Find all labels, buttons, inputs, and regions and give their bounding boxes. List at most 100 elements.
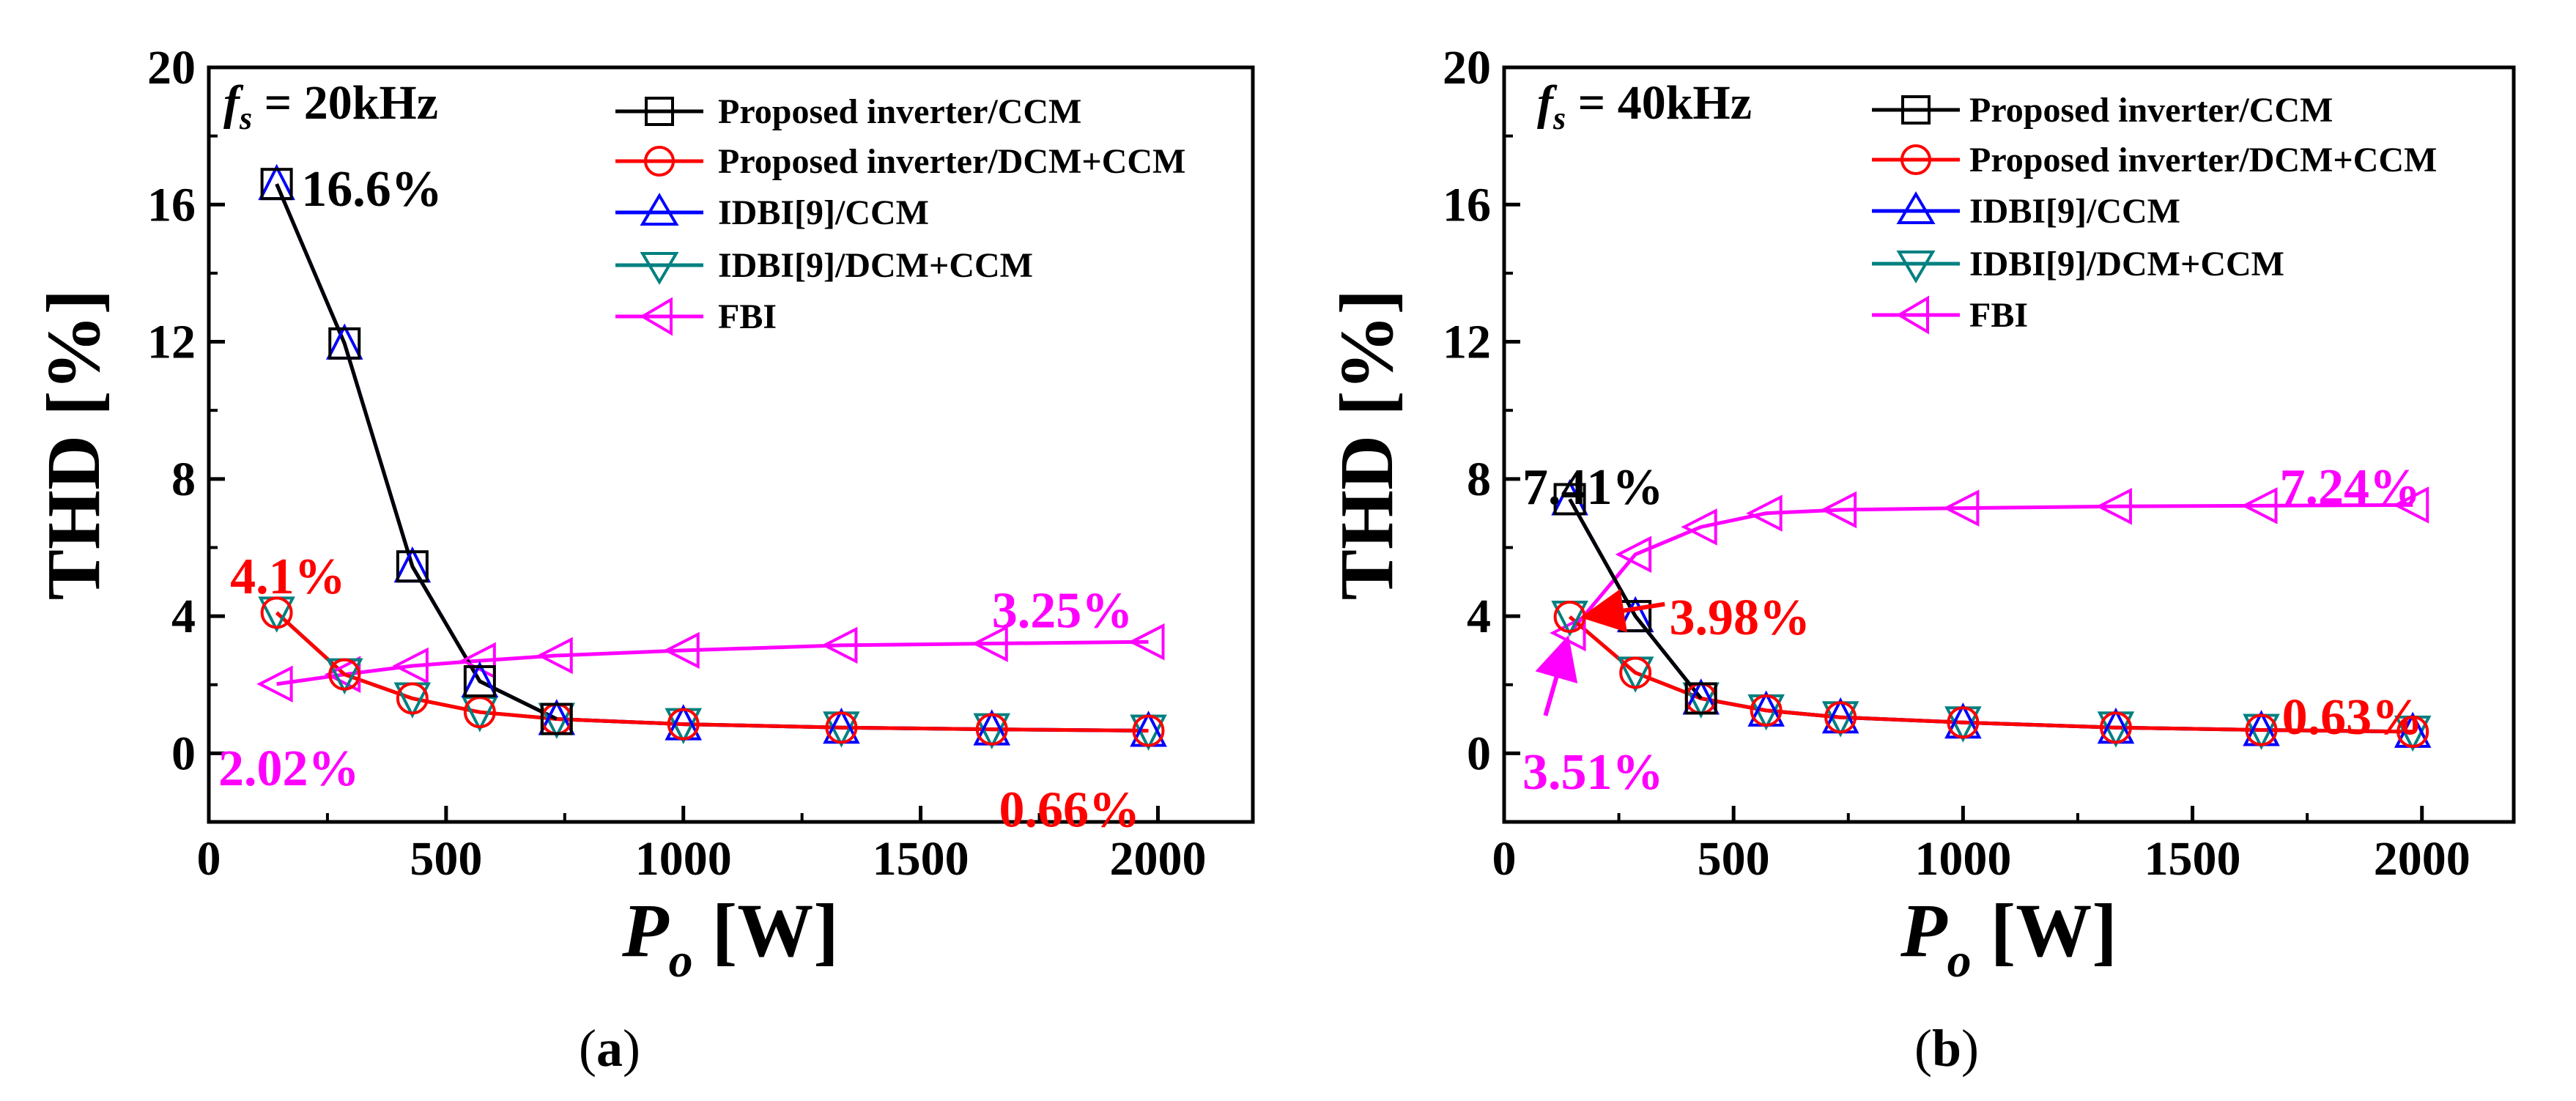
- y-tick-label: 4: [1467, 590, 1491, 643]
- legend-label: Proposed inverter/CCM: [1969, 91, 2333, 130]
- caption-close: ): [623, 1019, 640, 1078]
- legend-label: Proposed inverter/DCM+CCM: [1969, 141, 2437, 179]
- fs-subscript: s: [1552, 100, 1566, 136]
- legend-marker-circle: [644, 146, 675, 177]
- y-tick-label: 8: [1467, 453, 1491, 506]
- ticks-b: [1502, 65, 2424, 822]
- x-axis-subscript: o: [669, 934, 693, 987]
- data-point-square: [1553, 483, 1586, 516]
- x-axis-unit: [W]: [693, 889, 839, 973]
- annotations-a: 16.6% 4.1% 3.25% 2.02% 0.66%: [218, 161, 1140, 838]
- legend-marker-triangle-left: [640, 297, 673, 336]
- panel-b: 0 4 8 12 16 20 0 500 1000 1500 2000 THD …: [1325, 41, 2516, 1078]
- series-layer-b: [1550, 479, 2432, 752]
- annotation-label: 3.51%: [1522, 744, 1664, 801]
- panel-a: 0 4 8 12 16 20 0 500 1000 1500 2000 THD …: [32, 41, 1255, 1078]
- data-point-circle: [396, 682, 429, 715]
- legend-label: Proposed inverter/DCM+CCM: [718, 142, 1185, 181]
- data-point-triangle-left: [971, 625, 1008, 662]
- caption-close: ): [1961, 1019, 1979, 1078]
- data-point-circle: [2397, 715, 2429, 748]
- x-tick-label: 1000: [1914, 832, 2011, 886]
- data-point-circle: [260, 596, 293, 629]
- x-axis-symbol: P: [621, 889, 670, 973]
- series-line: [1568, 615, 2413, 734]
- annotation-label: 16.6%: [301, 161, 443, 218]
- fs-value: = 20kHz: [252, 76, 438, 130]
- plot-frame-a: [207, 65, 1255, 824]
- series-layer-a: [256, 163, 1167, 751]
- data-point-square: [396, 550, 429, 583]
- data-point-triangle-left: [1615, 535, 1652, 574]
- data-point-circle: [1824, 701, 1857, 734]
- data-point-circle: [1132, 714, 1165, 747]
- arrows-b: [1535, 588, 1665, 716]
- data-point-triangle-left: [2392, 486, 2429, 524]
- legend-label: FBI: [1969, 296, 2028, 335]
- y-axis-title-b: THD [%]: [1325, 289, 1409, 601]
- legend-label: IDBI[9]/DCM+CCM: [1969, 245, 2284, 283]
- annotations-b: 7.41% 3.98% 7.24% 0.63% 3.51%: [1522, 459, 2423, 801]
- y-tick-label: 12: [147, 316, 196, 369]
- data-point-triangle-left: [1820, 491, 1857, 529]
- caption-open: (: [579, 1019, 596, 1078]
- legend-entry: Proposed inverter/CCM: [615, 92, 1081, 131]
- data-point-circle: [2245, 713, 2278, 746]
- legend-label: FBI: [718, 297, 777, 336]
- data-point-circle: [667, 708, 700, 741]
- data-point-triangle-left: [1746, 494, 1783, 532]
- x-axis-symbol: P: [1900, 889, 1948, 973]
- y-axis-title-a: THD [%]: [32, 289, 116, 601]
- x-tick-label: 2000: [1109, 832, 1206, 886]
- data-point-square: [1684, 682, 1717, 715]
- annotation-label: 0.66%: [999, 782, 1140, 838]
- annotation-label: 7.41%: [1522, 459, 1664, 516]
- data-point-triangle-left: [536, 637, 573, 675]
- data-point-circle: [1750, 694, 1783, 727]
- x-tick-label: 1000: [635, 832, 732, 886]
- annotation-label: 3.25%: [992, 583, 1133, 640]
- legend-marker-triangle-up: [640, 193, 679, 226]
- y-tick-labels-a: 0 4 8 12 16 20: [147, 41, 196, 780]
- fs-value: = 40kHz: [1566, 76, 1752, 130]
- data-point-circle: [825, 711, 858, 744]
- legend-label: IDBI[9]/DCM+CCM: [718, 246, 1033, 285]
- legend-entry: Proposed inverter/DCM+CCM: [1872, 141, 2437, 179]
- annotation-arrow: [1580, 588, 1665, 633]
- y-tick-label: 8: [171, 453, 196, 506]
- data-point-circle: [1947, 706, 1980, 739]
- legend-b: Proposed inverter/CCM Proposed inverter/…: [1872, 91, 2437, 335]
- x-tick-labels-a: 0 500 1000 1500 2000: [197, 832, 1207, 886]
- data-point-square: [463, 665, 496, 698]
- series-line: [276, 640, 1149, 686]
- legend-marker-triangle-up: [1896, 191, 1936, 224]
- series-line: [1568, 503, 2413, 634]
- data-point-triangle-left: [2241, 487, 2278, 524]
- y-tick-label: 0: [1467, 727, 1491, 780]
- x-tick-label: 0: [1492, 832, 1517, 886]
- x-axis-title-b: Po [W]: [1900, 889, 2117, 987]
- y-tick-label: 20: [1443, 41, 1491, 94]
- y-tick-label: 20: [147, 41, 196, 94]
- legend-label: IDBI[9]/CCM: [718, 193, 929, 232]
- legend-entry: FBI: [1872, 295, 2028, 335]
- ticks-a: [207, 65, 1160, 822]
- legend-marker-triangle-down: [640, 252, 679, 285]
- x-axis-unit: [W]: [1972, 889, 2117, 973]
- annotation-label: 3.98%: [1669, 590, 1810, 646]
- data-point-square: [540, 703, 573, 735]
- annotation-label: 7.24%: [2280, 459, 2421, 516]
- legend-entry: IDBI[9]/CCM: [615, 193, 929, 232]
- fs-subscript: s: [239, 100, 252, 136]
- legend-marker-triangle-left: [1896, 295, 1929, 335]
- data-point-triangle-up: [258, 163, 295, 201]
- data-point-triangle-left: [1942, 489, 1980, 527]
- caption-letter: a: [596, 1019, 623, 1078]
- legend-entry: Proposed inverter/DCM+CCM: [615, 142, 1185, 181]
- x-axis-subscript: o: [1947, 934, 1972, 987]
- legend-label: IDBI[9]/CCM: [1969, 192, 2180, 231]
- x-tick-label: 1500: [873, 832, 969, 886]
- data-point-circle: [1619, 656, 1652, 689]
- legend-entry: FBI: [615, 297, 777, 336]
